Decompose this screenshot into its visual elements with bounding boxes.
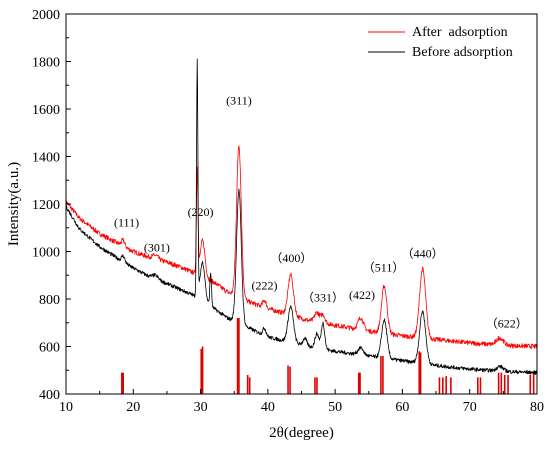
y-tick-label-3: 1000 [32, 246, 60, 261]
series-group [65, 58, 538, 375]
plot-frame [65, 13, 538, 395]
y-tick-label-0: 400 [39, 388, 60, 403]
y-tick-label-7: 1800 [32, 56, 60, 71]
peak-label-4: (222) [251, 279, 277, 293]
peak-label-10: （622） [486, 317, 528, 331]
x-tick-label-1: 20 [126, 400, 140, 415]
x-tick-label-2: 30 [194, 400, 208, 415]
peak-label-9: （440） [402, 246, 444, 260]
x-tick-label-6: 70 [463, 400, 477, 415]
x-tick-label-0: 10 [59, 400, 73, 415]
peak-label-6: （331） [302, 290, 344, 304]
x-tick-label-7: 80 [530, 400, 544, 415]
legend-label-before: Before adsorption [412, 45, 513, 60]
x-axis-label: 2θ(degree) [269, 425, 334, 441]
legend: After adsorption Before adsorption [368, 25, 513, 60]
legend-label-after: After adsorption [412, 25, 508, 40]
peak-label-0: (111) [114, 216, 139, 230]
x-tick-label-4: 50 [328, 400, 342, 415]
reference-lines [121, 318, 535, 394]
y-tick-label-2: 800 [39, 293, 60, 308]
y-axis-label: Intensity(a.u.) [6, 162, 22, 246]
y-tick-label-1: 600 [39, 341, 60, 356]
y-tick-label-8: 2000 [32, 8, 60, 23]
peak-label-2: (220) [188, 205, 214, 219]
x-tick-label-3: 40 [261, 400, 275, 415]
y-tick-label-6: 1600 [32, 103, 60, 118]
peak-annotations: (111) (301) (220) (311) (222) （400） （331） (422)… [114, 93, 528, 330]
y-tick-label-4: 1200 [32, 198, 60, 213]
peak-label-5: （400） [270, 251, 312, 265]
peak-label-8: （511） [363, 261, 405, 275]
peak-label-3: (311) [226, 93, 252, 107]
y-tick-label-5: 1400 [32, 151, 60, 166]
x-tick-label-5: 60 [395, 400, 409, 415]
peak-label-1: (301) [144, 241, 170, 255]
peak-label-7: (422) [349, 288, 375, 302]
series-line-0 [65, 145, 538, 350]
axis-ticks: 10 20 30 40 50 60 70 80 400 600 800 1000 1200 1400 160… [32, 8, 544, 415]
series-line-1 [65, 58, 538, 375]
